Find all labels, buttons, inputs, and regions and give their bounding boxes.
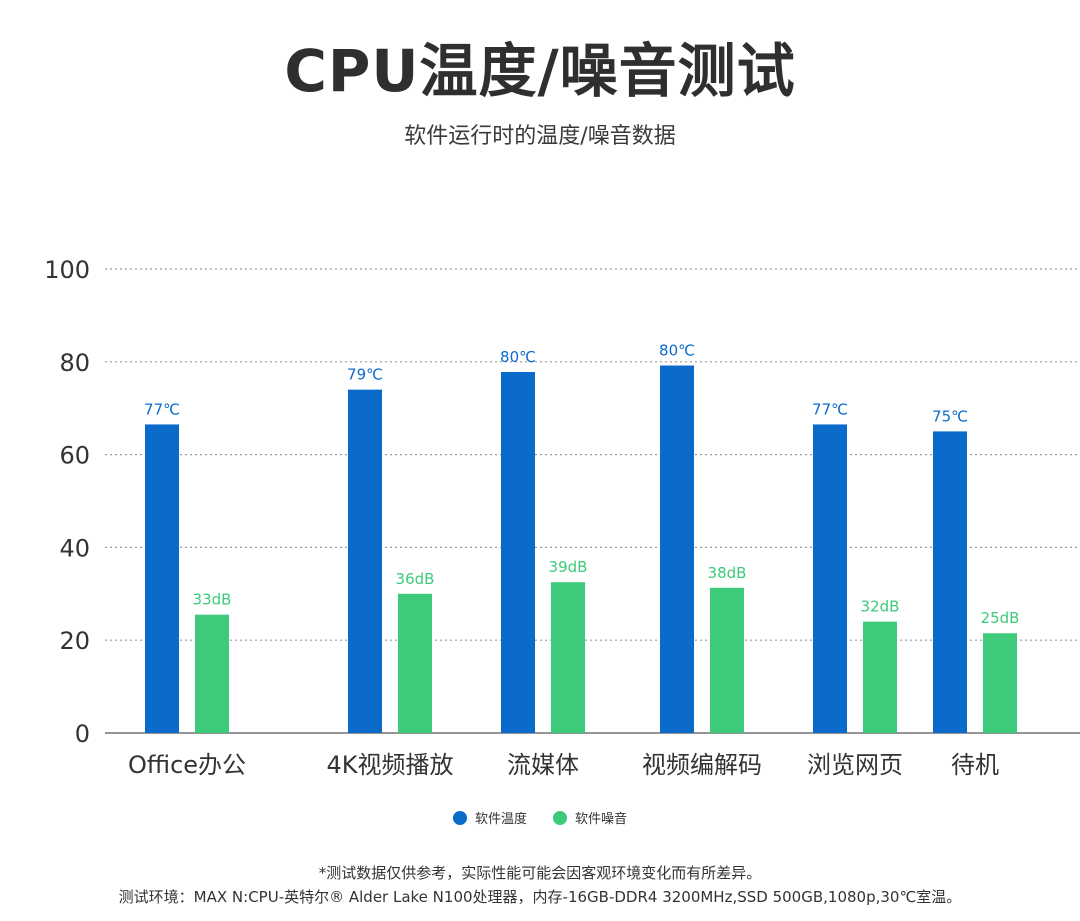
legend-item-noise: 软件噪音 (553, 808, 627, 827)
data-label-noise: 33dB (193, 591, 232, 609)
data-label-noise: 38dB (708, 564, 747, 582)
footnote-disclaimer: *测试数据仅供参考，实际性能可能会因客观环境变化而有所差异。 (318, 864, 762, 882)
data-label-noise: 32dB (861, 598, 900, 616)
data-label-noise: 36dB (396, 570, 435, 588)
data-label-noise: 39dB (549, 558, 588, 576)
bar-temperature (813, 424, 847, 733)
bar-temperature (501, 372, 535, 733)
bar-temperature (933, 431, 967, 733)
data-label-temperature: 77℃ (812, 400, 848, 418)
data-label-temperature: 80℃ (659, 342, 695, 360)
data-label-temperature: 77℃ (144, 400, 180, 418)
bar-noise (710, 587, 744, 733)
x-tick-label: 待机 (951, 751, 999, 779)
bar-noise (195, 614, 229, 733)
y-tick-label: 100 (44, 256, 90, 284)
legend-label-temperature: 软件温度 (474, 812, 527, 827)
legend-label-noise: 软件噪音 (575, 812, 628, 827)
y-tick-label: 40 (59, 534, 90, 562)
data-label-temperature: 75℃ (932, 407, 968, 425)
chart-subtitle: 软件运行时的温度/噪音数据 (404, 124, 676, 149)
bar-temperature (145, 424, 179, 733)
bar-noise (863, 621, 897, 733)
x-tick-label: 浏览网页 (807, 751, 903, 779)
chart-legend: 软件温度 软件噪音 (0, 808, 1080, 827)
bar-chart: 0 20 40 60 80 100 77℃ 33dB Office办公 79℃ 36dB 4K视频播放… (44, 256, 1080, 779)
x-tick-label: 4K视频播放 (326, 751, 453, 779)
legend-item-temperature: 软件温度 (452, 808, 527, 827)
legend-swatch-temperature (452, 810, 467, 825)
data-label-noise: 25dB (981, 609, 1020, 627)
bar-noise (398, 593, 432, 733)
y-tick-label: 0 (75, 720, 90, 748)
y-tick-label: 60 (59, 442, 90, 470)
x-tick-label: 流媒体 (507, 751, 579, 779)
bar-temperature (660, 365, 694, 733)
data-label-temperature: 80℃ (500, 348, 536, 366)
bar-noise (983, 633, 1017, 733)
chart-title: CPU温度/噪音测试 (284, 37, 796, 105)
x-tick-label: 视频编解码 (642, 751, 762, 779)
y-tick-label: 80 (59, 349, 90, 377)
x-tick-label: Office办公 (128, 751, 246, 779)
data-label-temperature: 79℃ (347, 366, 383, 384)
footnote-test-environment: 测试环境：MAX N:CPU-英特尔® Alder Lake N100处理器，内… (118, 888, 962, 906)
bar-noise (551, 582, 585, 733)
bar-temperature (348, 389, 382, 733)
y-tick-label: 20 (59, 627, 90, 655)
legend-swatch-noise (553, 810, 567, 825)
